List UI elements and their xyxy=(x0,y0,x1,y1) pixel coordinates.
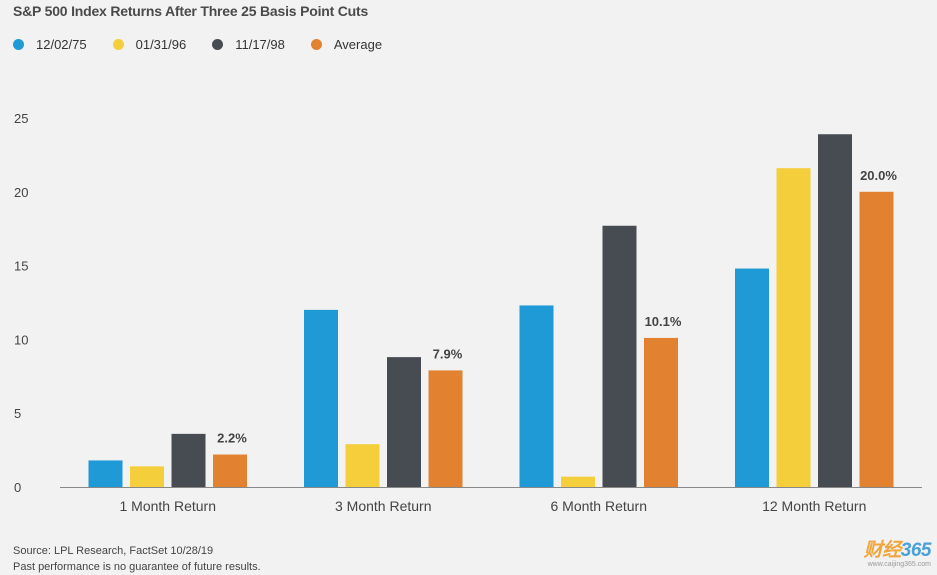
y-tick-label-10: 10 xyxy=(14,332,28,347)
y-tick-label-5: 5 xyxy=(14,406,21,421)
bar-6-month-return-average xyxy=(644,337,678,487)
bar-1-month-return-11-17-98 xyxy=(171,433,206,487)
bar-chart: 0 5 10 15 20 25 2.2% 1 Month Return 7.9% 3 Month … xyxy=(14,111,922,514)
watermark-brand: 财经365 xyxy=(847,540,932,561)
legend-label-01-31-96: 01/31/96 xyxy=(135,37,187,52)
legend-item-01-31-96: 01/31/96 xyxy=(112,37,187,52)
data-label-6-month-return: 10.1% xyxy=(645,314,682,329)
watermark-logo: 财经365 www.caijing365.com xyxy=(847,540,932,571)
bar-12-month-return-01-31-96 xyxy=(776,168,811,487)
data-label-1-month-return: 2.2% xyxy=(217,431,247,446)
legend-item-12-02-75: 12/02/75 xyxy=(13,37,87,52)
x-tick-label-1-month-return: 1 Month Return xyxy=(120,498,217,514)
source-note: Source: LPL Research, FactSet 10/28/19 xyxy=(13,545,214,557)
bar-6-month-return-01-31-96 xyxy=(561,476,595,487)
y-tick-label-25: 25 xyxy=(14,111,28,126)
data-label-12-month-return: 20.0% xyxy=(860,168,897,183)
legend-swatch-average xyxy=(310,39,322,50)
x-tick-label-6-month-return: 6 Month Return xyxy=(551,498,648,514)
chart-footer: Source: LPL Research, FactSet 10/28/19 P… xyxy=(13,543,261,575)
legend-swatch-01-31-96 xyxy=(112,39,124,50)
chart-legend: 12/02/75 01/31/96 11/17/98 Average xyxy=(13,37,408,52)
y-tick-label-15: 15 xyxy=(14,259,28,274)
bar-12-month-return-12-02-75 xyxy=(735,268,769,487)
data-label-3-month-return: 7.9% xyxy=(433,346,463,361)
legend-label-12-02-75: 12/02/75 xyxy=(36,37,87,52)
legend-swatch-12-02-75 xyxy=(13,39,24,50)
bar-12-month-return-11-17-98 xyxy=(818,134,852,487)
bar-6-month-return-11-17-98 xyxy=(602,225,637,488)
bar-3-month-return-11-17-98 xyxy=(387,357,421,487)
watermark-brand-b: 365 xyxy=(900,540,932,561)
bar-6-month-return-12-02-75 xyxy=(519,305,554,487)
bar-1-month-return-01-31-96 xyxy=(130,466,164,487)
bar-1-month-return-12-02-75 xyxy=(88,460,123,487)
y-tick-label-0: 0 xyxy=(14,480,21,495)
x-tick-label-3-month-return: 3 Month Return xyxy=(335,498,432,514)
x-tick-label-12-month-return: 12 Month Return xyxy=(762,498,866,514)
legend-swatch-11-17-98 xyxy=(212,39,224,50)
legend-item-average: Average xyxy=(310,37,383,52)
watermark-brand-a: 财经 xyxy=(863,540,902,561)
bar-1-month-return-average xyxy=(213,454,247,487)
legend-label-11-17-98: 11/17/98 xyxy=(235,37,285,52)
chart-title: S&P 500 Index Returns After Three 25 Bas… xyxy=(13,3,369,19)
legend-label-average: Average xyxy=(333,37,383,52)
bar-3-month-return-01-31-96 xyxy=(345,444,380,487)
y-tick-label-20: 20 xyxy=(14,185,28,200)
bar-12-month-return-average xyxy=(859,191,894,488)
bar-3-month-return-12-02-75 xyxy=(304,309,338,487)
watermark-url: www.caijing365.com xyxy=(867,561,931,568)
legend-item-11-17-98: 11/17/98 xyxy=(212,37,285,52)
disclaimer-note: Past performance is no guarantee of futu… xyxy=(13,561,261,573)
bar-3-month-return-average xyxy=(428,370,463,487)
